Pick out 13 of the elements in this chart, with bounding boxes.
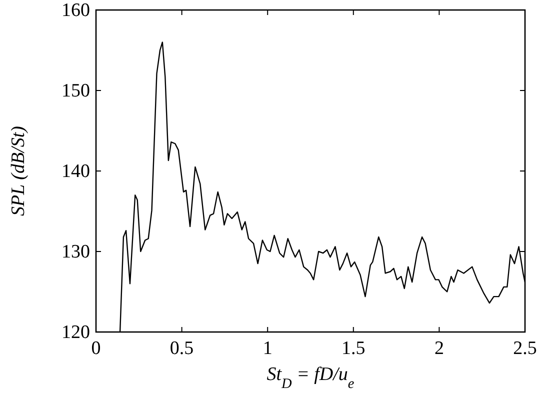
y-tick-label: 140 — [62, 161, 90, 182]
x-tick-label: 2.5 — [513, 338, 537, 359]
y-tick-label: 150 — [62, 80, 90, 102]
x-tick-label: 1 — [262, 338, 272, 359]
x-axis-title: St$_{D}$ = fD/u$_{e}$ — [266, 364, 354, 392]
y-axis-title: SPL (dB/St) — [8, 126, 29, 216]
x-tick-label: 0 — [91, 338, 101, 359]
x-tick-label: 0.5 — [170, 338, 194, 359]
y-tick-label: 120 — [62, 322, 90, 343]
y-tick-label: 160 — [62, 0, 90, 21]
y-tick-label: 130 — [62, 242, 90, 262]
x-tick-label: 1.5 — [342, 338, 366, 359]
x-tick-label: 2 — [434, 338, 444, 359]
